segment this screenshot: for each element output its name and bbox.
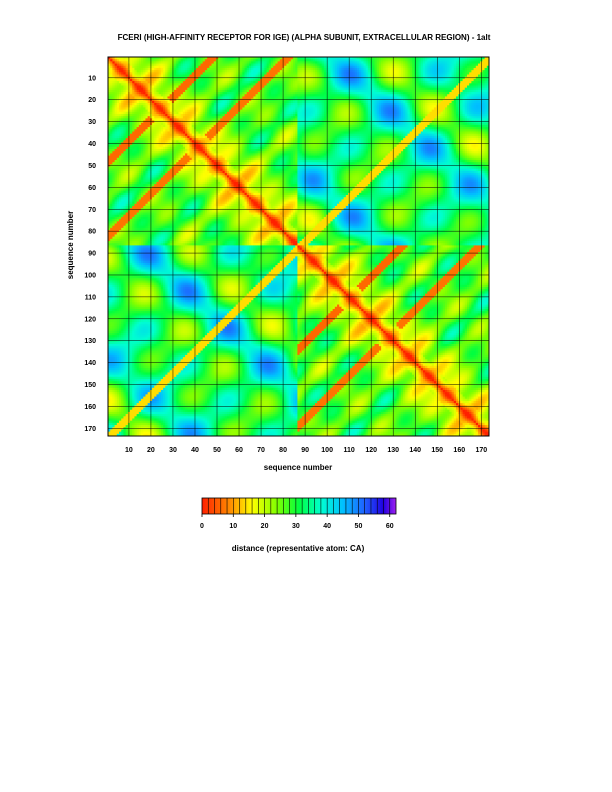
heatmap-plot [108,57,489,436]
chart-title: FCERI (HIGH-AFFINITY RECEPTOR FOR IGE) (… [118,33,491,42]
